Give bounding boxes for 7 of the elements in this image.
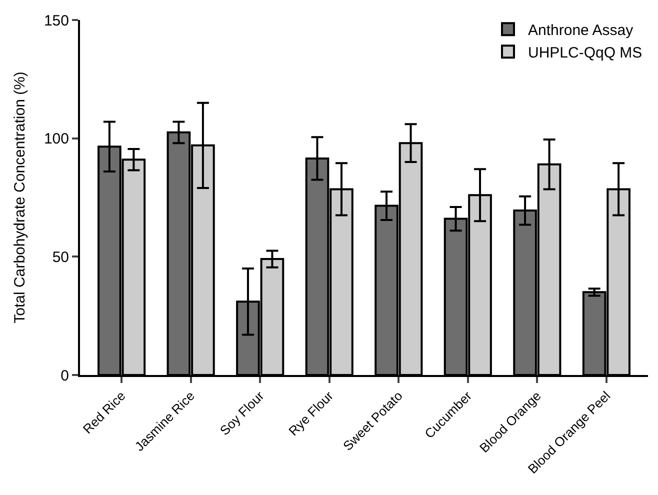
y-axis-title: Total Carbohydrate Concentration (%)	[12, 72, 29, 324]
y-tick-label: 100	[44, 130, 69, 148]
y-tick-label: 150	[44, 12, 69, 30]
legend-label: UHPLC-QqQ MS	[528, 44, 642, 62]
y-tick-label: 50	[52, 248, 69, 266]
y-tick-label: 0	[60, 367, 69, 384]
legend-label: Anthrone Assay	[528, 22, 634, 39]
